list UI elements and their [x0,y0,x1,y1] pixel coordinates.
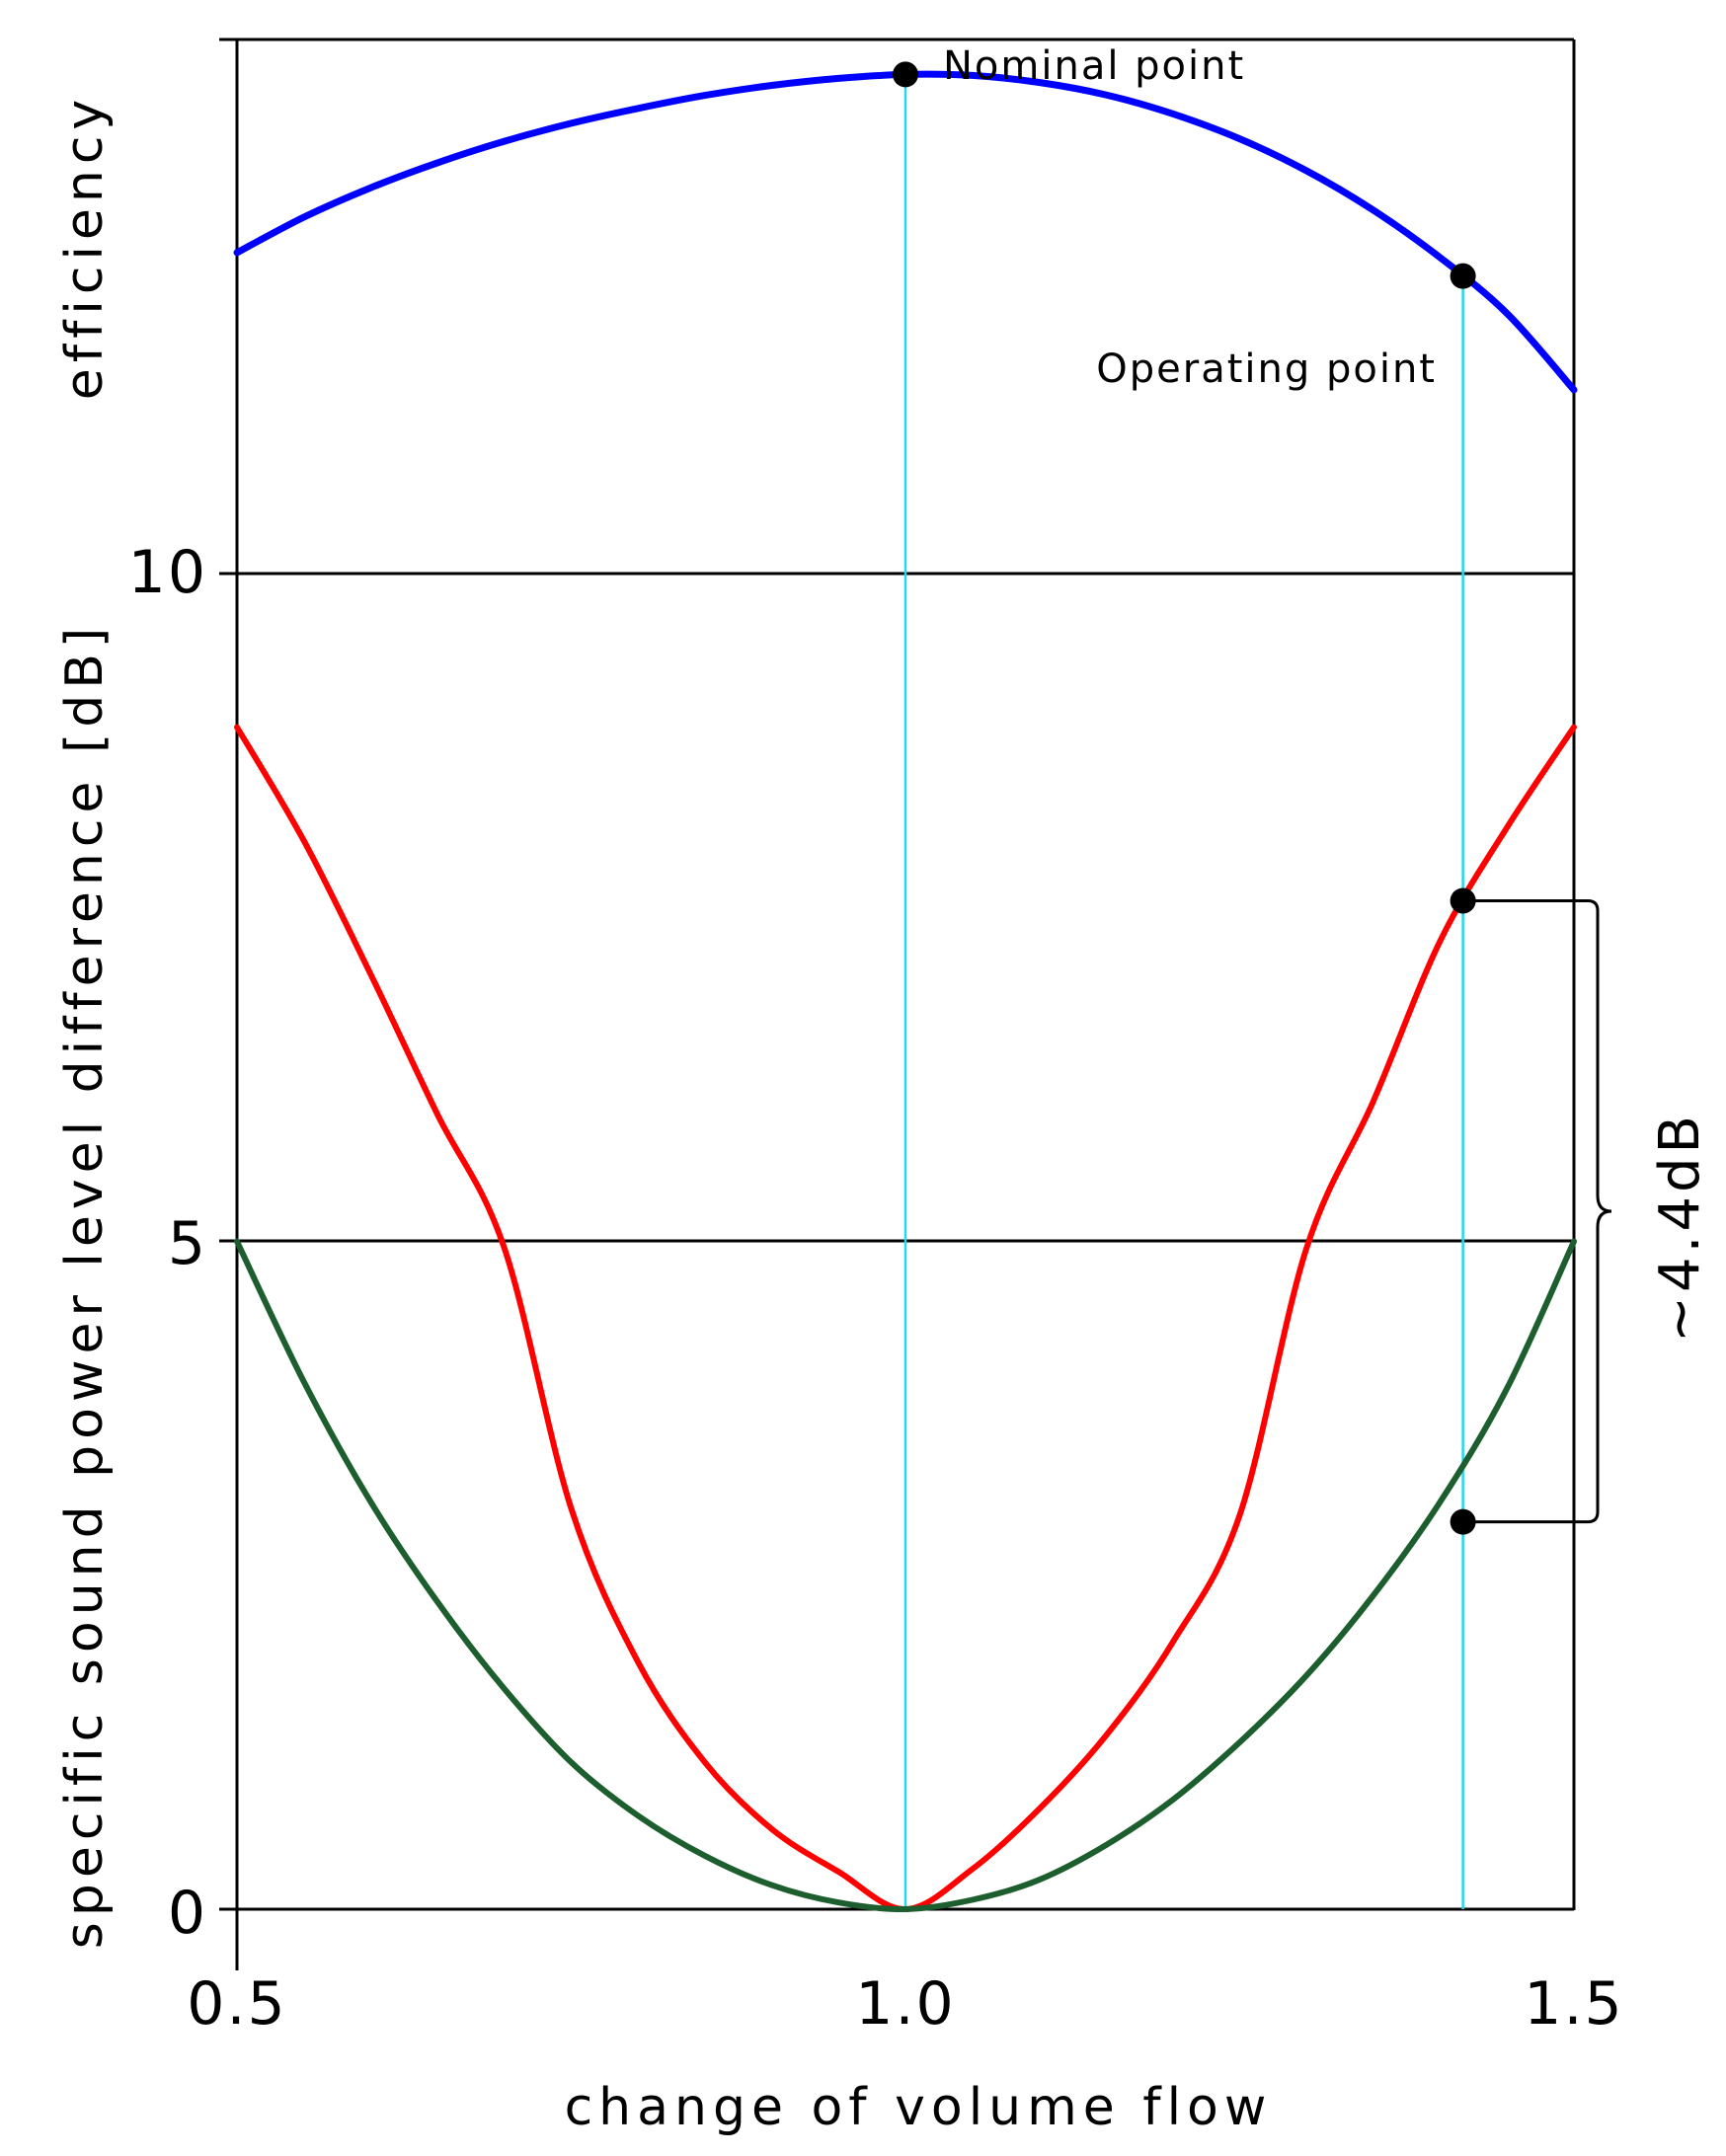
operating-point-marker [1450,263,1476,289]
difference-brace [1462,898,1612,1524]
green-operating-marker [1450,1508,1476,1535]
x-tick-label-1.5: 1.5 [1524,1969,1623,2039]
red-operating-marker [1450,887,1476,914]
x-tick-label-1.0: 1.0 [855,1969,955,2039]
axes-frame [219,38,1576,1970]
x-tick-label-0.5: 0.5 [187,1969,286,2039]
nominal-point-label: Nominal point [943,43,1245,89]
y-axis-title-efficiency: efficiency [55,94,115,400]
difference-label: ~4.4dB [1648,1112,1712,1343]
y-tick-label-0: 0 [168,1879,207,1948]
green-curve [234,1238,1577,1913]
y-axis-title-sound: specific sound power level difference [d… [55,622,115,1949]
y-tick-label-5: 5 [168,1209,207,1278]
operating-point-label: Operating point [1096,346,1437,392]
y-tick-label-10: 10 [128,538,207,607]
x-axis-title: change of volume flow [565,2078,1273,2137]
nominal-point-marker [893,61,918,88]
